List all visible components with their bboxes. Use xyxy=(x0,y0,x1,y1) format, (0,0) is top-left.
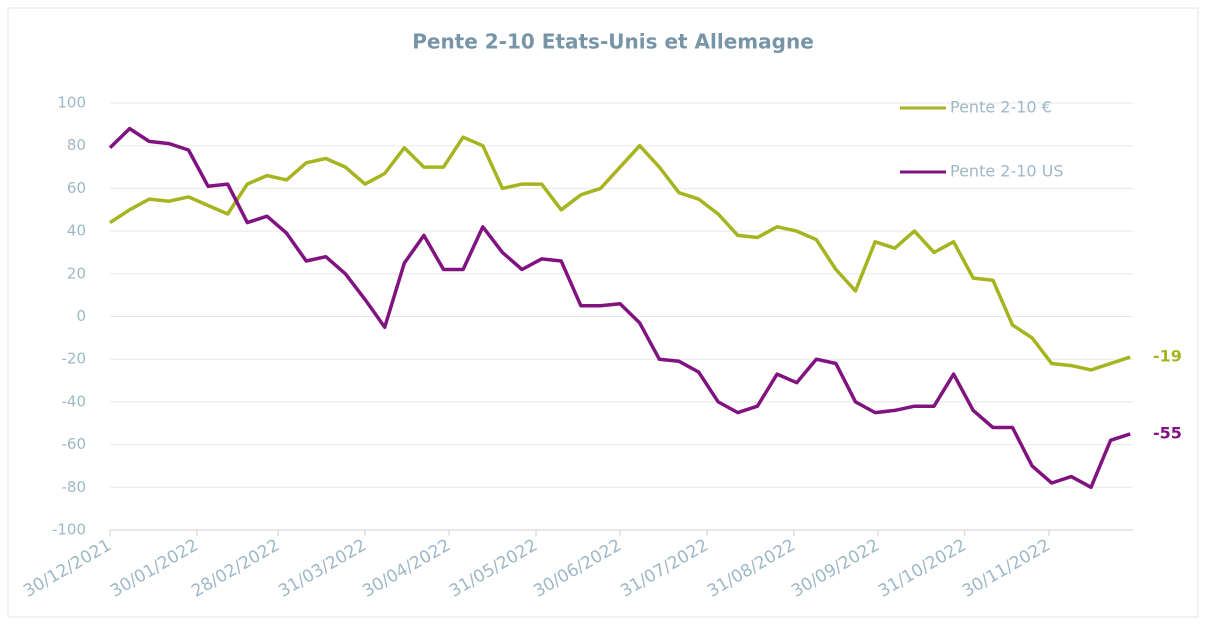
series-line xyxy=(108,126,1131,490)
y-tick-label: -40 xyxy=(62,392,87,410)
frame xyxy=(7,7,1199,618)
y-tick-label: -80 xyxy=(62,478,87,496)
y-tick-label: -100 xyxy=(52,521,86,539)
legend-label: Pente 2-10 US xyxy=(950,162,1064,181)
y-tick-label: 60 xyxy=(67,179,86,197)
y-tick-label: 20 xyxy=(67,264,86,282)
series-line xyxy=(109,135,1131,372)
y-tick-label: 80 xyxy=(67,136,86,154)
end-label: -19 xyxy=(1153,347,1182,366)
y-tick-label: -20 xyxy=(62,350,87,368)
y-tick-label: 0 xyxy=(76,307,86,325)
end-label: -55 xyxy=(1153,423,1182,442)
legend-label: Pente 2-10 € xyxy=(950,98,1052,117)
y-tick-label: -60 xyxy=(62,435,87,453)
y-tick-label: 40 xyxy=(67,222,86,240)
chart-title: Pente 2-10 Etats-Unis et Allemagne xyxy=(412,30,814,54)
y-tick-label: 100 xyxy=(57,94,86,112)
